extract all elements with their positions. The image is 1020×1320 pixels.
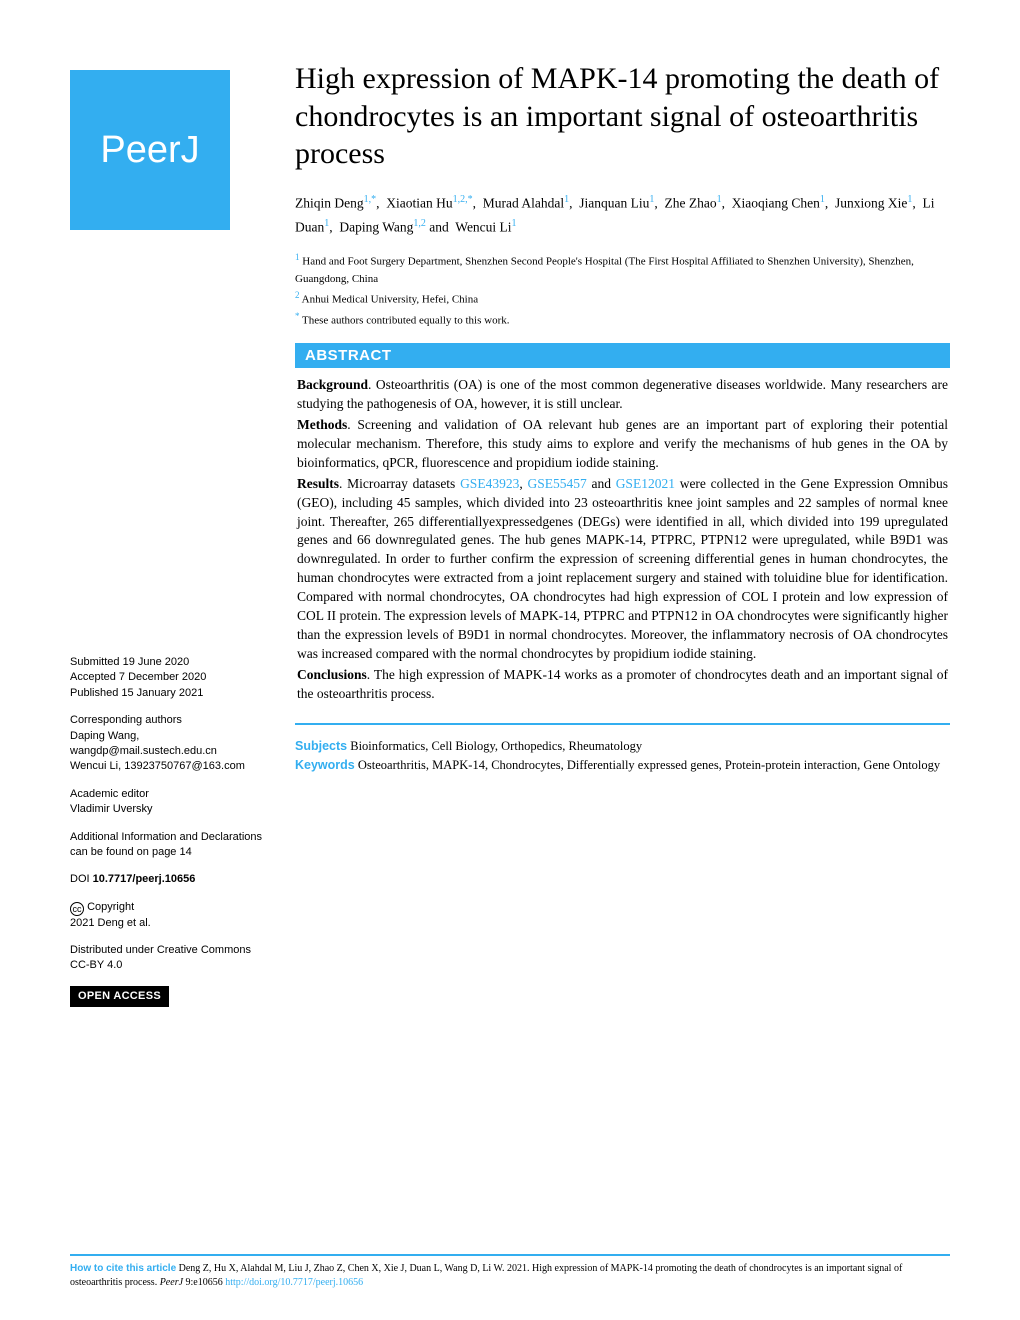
corresponding-author-1: Daping Wang, wangdp@mail.sustech.edu.cn [70, 729, 270, 760]
cite-label: How to cite this article [70, 1263, 176, 1274]
cite-ref: 9:e10656 [183, 1277, 225, 1288]
submitted-label: Submitted [70, 656, 120, 668]
results-pre: . Microarray datasets [339, 476, 460, 491]
doi-link[interactable]: http://doi.org/10.7717/peerj.10656 [225, 1277, 363, 1288]
distributed-block: Distributed under Creative Commons CC-BY… [70, 943, 270, 974]
abstract-heading: ABSTRACT [295, 343, 950, 368]
journal-logo: PeerJ [70, 70, 230, 230]
results-post: were collected in the Gene Expression Om… [297, 476, 948, 661]
conclusions-label: Conclusions [297, 667, 367, 682]
main-column: High expression of MAPK-14 promoting the… [295, 60, 950, 775]
doi-block: DOI 10.7717/peerj.10656 [70, 872, 270, 887]
affiliations: 1 Hand and Foot Surgery Department, Shen… [295, 251, 950, 329]
dates-block: Submitted 19 June 2020 Accepted 7 Decemb… [70, 655, 270, 701]
copyright-block: cc Copyright 2021 Deng et al. [70, 900, 270, 931]
keywords-label: Keywords [295, 758, 355, 772]
sidebar: Submitted 19 June 2020 Accepted 7 Decemb… [70, 655, 270, 1007]
affiliation: 2 Anhui Medical University, Hefei, China [295, 289, 950, 308]
background-label: Background [297, 377, 368, 392]
corresponding-label: Corresponding authors [70, 713, 270, 728]
logo-text: PeerJ [100, 129, 199, 172]
citation-footer: How to cite this article Deng Z, Hu X, A… [70, 1254, 950, 1290]
methods-text: . Screening and validation of OA relevan… [297, 417, 948, 470]
subjects-text: Bioinformatics, Cell Biology, Orthopedic… [347, 739, 642, 753]
open-access-badge: OPEN ACCESS [70, 986, 169, 1007]
editor-name: Vladimir Uversky [70, 802, 270, 817]
abstract-body: Background. Osteoarthritis (OA) is one o… [295, 368, 950, 715]
copyright-label: Copyright [87, 901, 134, 913]
doi-label: DOI [70, 873, 93, 885]
additional-info: Additional Information and Declarations … [70, 830, 270, 861]
article-title: High expression of MAPK-14 promoting the… [295, 60, 950, 173]
submitted-date: 19 June 2020 [120, 656, 190, 668]
corresponding-author-2: Wencui Li, 13923750767@163.com [70, 759, 270, 774]
accepted-label: Accepted [70, 671, 116, 683]
background-text: . Osteoarthritis (OA) is one of the most… [297, 377, 948, 411]
subjects-keywords: Subjects Bioinformatics, Cell Biology, O… [295, 737, 950, 775]
author-list: Zhiqin Deng1,*, Xiaotian Hu1,2,*, Murad … [295, 191, 950, 240]
accepted-date: 7 December 2020 [116, 671, 207, 683]
gse-link-3[interactable]: GSE12021 [616, 476, 675, 491]
conclusions-text: . The high expression of MAPK-14 works a… [297, 667, 948, 701]
journal-name: PeerJ [160, 1277, 183, 1288]
cc-icon: cc [70, 902, 84, 916]
editor-label: Academic editor [70, 787, 270, 802]
abstract-divider [295, 723, 950, 725]
published-label: Published [70, 687, 118, 699]
copyright-text: 2021 Deng et al. [70, 917, 151, 929]
corresponding-block: Corresponding authors Daping Wang, wangd… [70, 713, 270, 775]
methods-label: Methods [297, 417, 347, 432]
affiliation: 1 Hand and Foot Surgery Department, Shen… [295, 251, 950, 287]
subjects-label: Subjects [295, 739, 347, 753]
doi-value: 10.7717/peerj.10656 [93, 873, 196, 885]
gse-link-2[interactable]: GSE55457 [527, 476, 586, 491]
editor-block: Academic editor Vladimir Uversky [70, 787, 270, 818]
affiliation: * These authors contributed equally to t… [295, 310, 950, 329]
published-date: 15 January 2021 [118, 687, 203, 699]
keywords-text: Osteoarthritis, MAPK-14, Chondrocytes, D… [355, 758, 940, 772]
gse-link-1[interactable]: GSE43923 [460, 476, 519, 491]
results-label: Results [297, 476, 339, 491]
